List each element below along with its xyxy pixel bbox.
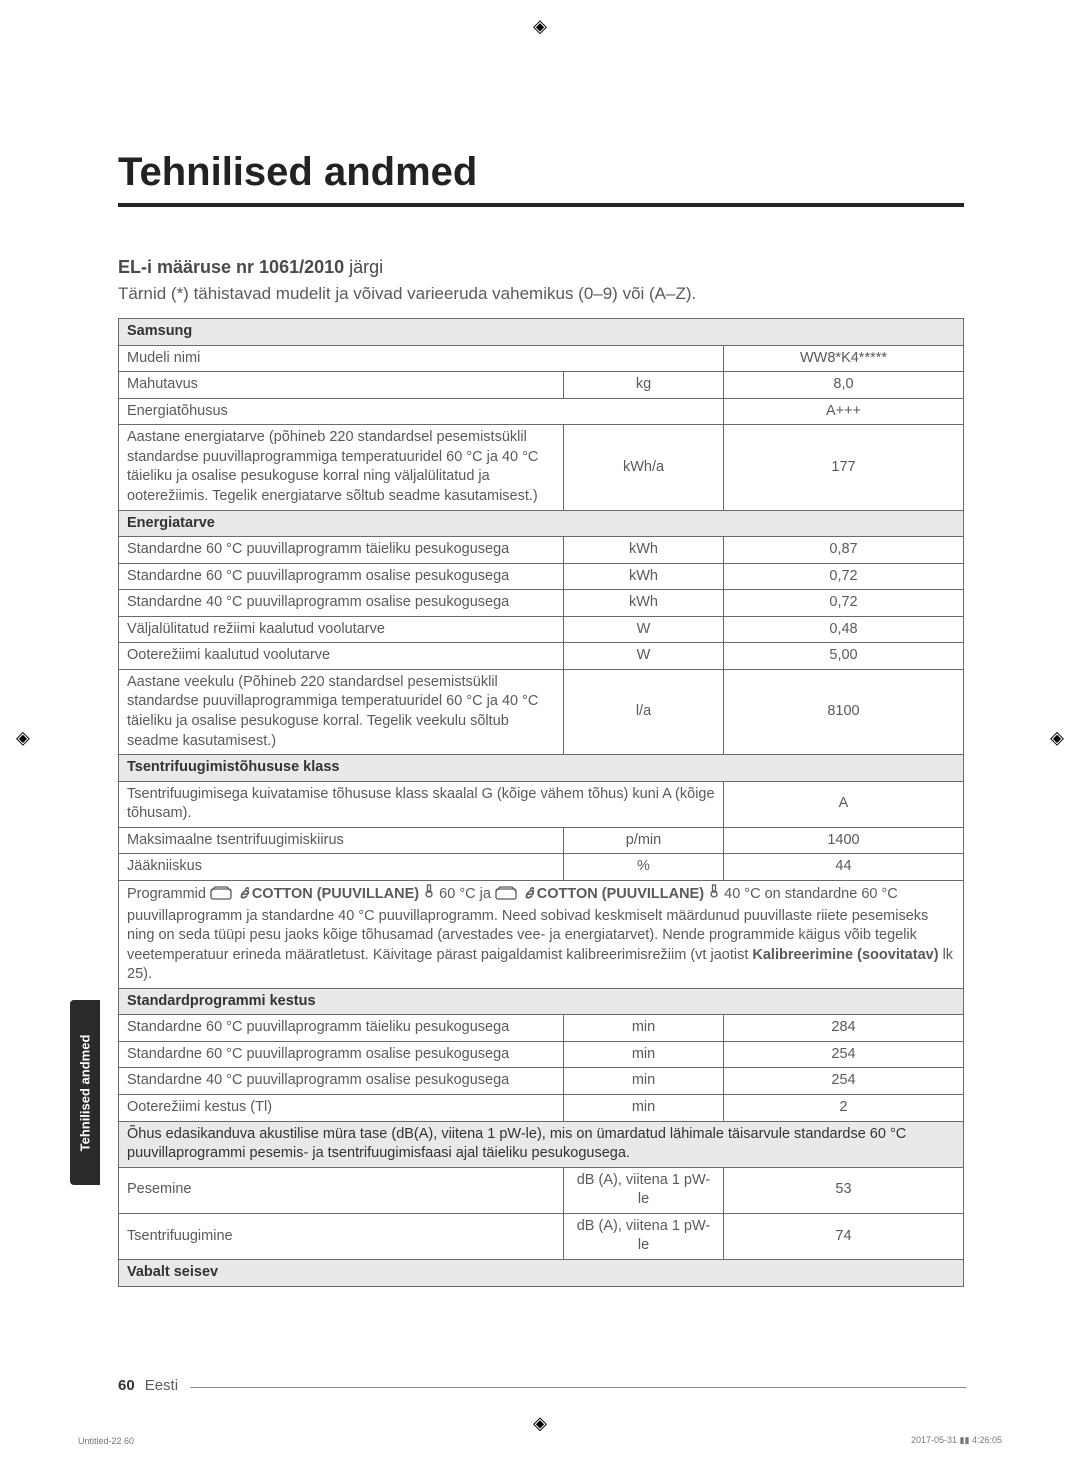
val-dur-60part: 254 [724, 1041, 964, 1068]
hdr-samsung: Samsung [119, 319, 964, 346]
crop-mark-right: ◈ [1050, 728, 1064, 749]
val-std60-full: 0,87 [724, 537, 964, 564]
footer-left: Untitled-22 60 [78, 1436, 134, 1446]
label-spin-class: Tsentrifuugimisega kuivatamise tõhususe … [119, 781, 724, 827]
label-model: Mudeli nimi [119, 345, 724, 372]
crop-mark-top: ◈ [533, 16, 547, 37]
unit-standby-dur: min [564, 1095, 724, 1122]
unit-wash-noise: dB (A), viitena 1 pW-le [564, 1167, 724, 1213]
note-mid1: 60 °C ja [439, 886, 495, 902]
page-title: Tehnilised andmed [118, 150, 964, 195]
val-spin-noise: 74 [724, 1213, 964, 1259]
unit-max-spin: p/min [564, 827, 724, 854]
temp-icon-1 [423, 886, 435, 902]
page-number-num: 60 [118, 1377, 135, 1394]
label-standby-power: Ooterežiimi kaalutud voolutarve [119, 643, 564, 670]
page-number-lang: Eesti [145, 1377, 178, 1394]
val-model: WW8*K4***** [724, 345, 964, 372]
val-wash-noise: 53 [724, 1167, 964, 1213]
label-max-spin: Maksimaalne tsentrifuugimiskiirus [119, 827, 564, 854]
label-spin-noise: Tsentrifuugimine [119, 1213, 564, 1259]
unit-std40-part: kWh [564, 590, 724, 617]
label-wash-noise: Pesemine [119, 1167, 564, 1213]
crop-mark-bottom: ◈ [533, 1413, 547, 1434]
label-capacity: Mahutavus [119, 372, 564, 399]
unit-annual-energy: kWh/a [564, 425, 724, 510]
hdr-spin-class: Tsentrifuugimistõhususe klass [119, 755, 964, 782]
side-tab-label: Tehnilised andmed [78, 1034, 93, 1151]
unit-dur-60part: min [564, 1041, 724, 1068]
val-spin-class: A [724, 781, 964, 827]
unit-std60-part: kWh [564, 563, 724, 590]
val-dur-40part: 254 [724, 1068, 964, 1095]
note-prog1: COTTON (PUUVILLANE) [252, 886, 423, 902]
unit-std60-full: kWh [564, 537, 724, 564]
val-standby-dur: 2 [724, 1095, 964, 1122]
label-dur-60full: Standardne 60 °C puuvillaprogramm täieli… [119, 1015, 564, 1042]
eco-icon: 𝑒̂ [236, 886, 248, 902]
label-std60-part: Standardne 60 °C puuvillaprogramm osalis… [119, 563, 564, 590]
shirt-icon [210, 886, 232, 907]
programme-note: Programmid 𝑒̂ COTTON (PUUVILLANE) 60 °C … [119, 880, 964, 988]
label-annual-energy: Aastane energiatarve (põhineb 220 standa… [119, 425, 564, 510]
val-dur-60full: 284 [724, 1015, 964, 1042]
side-tab: Tehnilised andmed [70, 1000, 100, 1185]
note-bold: Kalibreerimine (soovitatav) [752, 947, 938, 963]
label-off-power: Väljalülitatud režiimi kaalutud voolutar… [119, 616, 564, 643]
hdr-duration: Standardprogrammi kestus [119, 988, 964, 1015]
unit-standby-power: W [564, 643, 724, 670]
regulation-rest: järgi [344, 257, 383, 277]
label-dur-60part: Standardne 60 °C puuvillaprogramm osalis… [119, 1041, 564, 1068]
unit-annual-water: l/a [564, 669, 724, 754]
footer-right: 2017-05-31 ▮▮ 4:26:05 [911, 1435, 1002, 1446]
val-off-power: 0,48 [724, 616, 964, 643]
label-standby-dur: Ooterežiimi kestus (Tl) [119, 1095, 564, 1122]
val-std60-part: 0,72 [724, 563, 964, 590]
footer-rule [190, 1387, 966, 1388]
noise-intro: Õhus edasikanduva akustilise müra tase (… [119, 1121, 964, 1167]
unit-off-power: W [564, 616, 724, 643]
spec-table: Samsung Mudeli nimi WW8*K4***** Mahutavu… [118, 318, 964, 1287]
val-energy-eff: A+++ [724, 398, 964, 425]
unit-dur-60full: min [564, 1015, 724, 1042]
note-pre: Programmid [127, 886, 210, 902]
label-std60-full: Standardne 60 °C puuvillaprogramm täieli… [119, 537, 564, 564]
val-max-spin: 1400 [724, 827, 964, 854]
unit-residual: % [564, 854, 724, 881]
val-capacity: 8,0 [724, 372, 964, 399]
unit-capacity: kg [564, 372, 724, 399]
page-number: 60 Eesti [118, 1377, 178, 1394]
val-standby-power: 5,00 [724, 643, 964, 670]
label-std40-part: Standardne 40 °C puuvillaprogramm osalis… [119, 590, 564, 617]
hdr-energy: Energiatarve [119, 510, 964, 537]
asterisk-note: Tärnid (*) tähistavad mudelit ja võivad … [118, 284, 964, 304]
label-energy-eff: Energiatõhusus [119, 398, 724, 425]
unit-spin-noise: dB (A), viitena 1 pW-le [564, 1213, 724, 1259]
eco-icon-2: 𝑒̂ [521, 886, 533, 902]
crop-mark-left: ◈ [16, 728, 30, 749]
temp-icon-2 [708, 886, 720, 902]
unit-dur-40part: min [564, 1068, 724, 1095]
label-residual: Jääkniiskus [119, 854, 564, 881]
hdr-freestanding: Vabalt seisev [119, 1259, 964, 1286]
title-rule [118, 203, 964, 207]
val-std40-part: 0,72 [724, 590, 964, 617]
val-annual-energy: 177 [724, 425, 964, 510]
label-dur-40part: Standardne 40 °C puuvillaprogramm osalis… [119, 1068, 564, 1095]
page-content: Tehnilised andmed EL-i määruse nr 1061/2… [118, 150, 964, 1287]
label-annual-water: Aastane veekulu (Põhineb 220 standardsel… [119, 669, 564, 754]
val-annual-water: 8100 [724, 669, 964, 754]
regulation-bold: EL-i määruse nr 1061/2010 [118, 257, 344, 277]
note-prog2: COTTON (PUUVILLANE) [537, 886, 708, 902]
val-residual: 44 [724, 854, 964, 881]
shirt-icon-2 [495, 886, 517, 907]
regulation-line: EL-i määruse nr 1061/2010 järgi [118, 257, 964, 278]
